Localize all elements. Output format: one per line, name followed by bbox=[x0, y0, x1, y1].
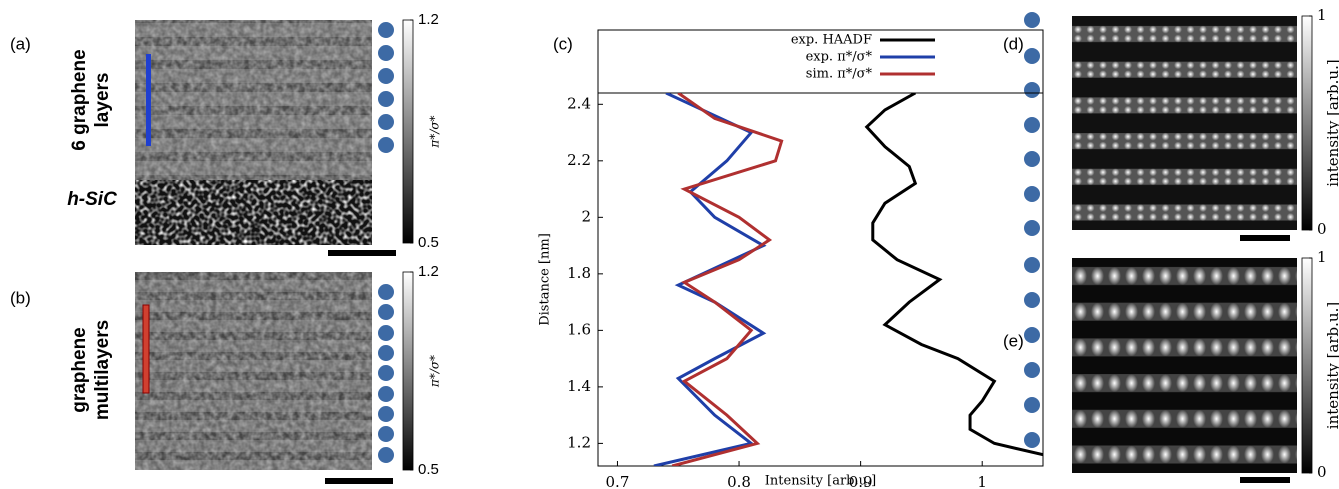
colorbar bbox=[1301, 15, 1313, 231]
colorbar-label: π*/σ* bbox=[428, 115, 442, 148]
marker-bar bbox=[142, 304, 150, 394]
image-a-substrate-noise bbox=[135, 180, 372, 245]
marker-bar bbox=[146, 54, 151, 146]
colorbar bbox=[402, 19, 414, 244]
y-tick-label: 1.6 bbox=[567, 320, 591, 338]
annotation: graphene bbox=[69, 327, 90, 413]
colorbar-tick-label: 0.5 bbox=[418, 461, 439, 478]
layer-dots bbox=[378, 22, 394, 153]
x-tick-label: 0.8 bbox=[727, 473, 751, 489]
colorbar-tick-label: 1.2 bbox=[418, 11, 439, 28]
colorbar bbox=[402, 271, 414, 471]
x-tick-label: 0.7 bbox=[606, 473, 630, 489]
panel-label: (e) bbox=[1003, 331, 1024, 350]
image-b-noise bbox=[135, 272, 372, 470]
x-tick-label: 0.9 bbox=[849, 473, 873, 489]
colorbar-label: π*/σ* bbox=[428, 355, 442, 388]
colorbar-tick-label: 0 bbox=[1317, 220, 1327, 238]
annotation: h-SiC bbox=[67, 189, 117, 210]
panel-label: (b) bbox=[10, 288, 31, 307]
scale-bar bbox=[1240, 477, 1290, 483]
annotation: layers bbox=[92, 73, 113, 128]
colorbar-tick-label: 1 bbox=[1317, 6, 1327, 24]
colorbar bbox=[1301, 257, 1313, 474]
y-tick-label: 2.4 bbox=[567, 94, 591, 112]
y-tick-label: 1.4 bbox=[567, 377, 591, 395]
data-line bbox=[864, 93, 1043, 457]
x-axis-label: Intensity [arb.u.] bbox=[765, 474, 876, 489]
legend-label: exp. HAADF bbox=[791, 33, 872, 48]
scale-bar bbox=[328, 250, 396, 256]
scale-bar bbox=[1240, 235, 1290, 241]
layer-dots bbox=[1024, 12, 1040, 236]
y-tick-label: 2 bbox=[581, 207, 591, 225]
layer-dots bbox=[1024, 257, 1040, 448]
y-tick-label: 2.2 bbox=[567, 151, 591, 169]
panel-labels: (a) (b) (c) (d) (e) bbox=[10, 34, 1024, 350]
colorbar-label: intensity [arb.u.] bbox=[1324, 302, 1339, 429]
image-d bbox=[1072, 16, 1297, 230]
data-line bbox=[671, 93, 784, 466]
panel-label: (c) bbox=[553, 34, 573, 53]
panel-label: (d) bbox=[1003, 34, 1024, 53]
panel-label: (a) bbox=[10, 34, 31, 53]
series-group bbox=[653, 93, 1043, 466]
legend-label: exp. π*/σ* bbox=[806, 50, 873, 65]
annotations: 6 graphene layers h-SiC graphene multila… bbox=[67, 49, 117, 420]
legend-label: sim. π*/σ* bbox=[806, 67, 873, 82]
colorbar-tick-label: 0.5 bbox=[418, 234, 439, 251]
colorbar-label: intensity [arb.u.] bbox=[1324, 59, 1339, 186]
colorbar-tick-label: 0 bbox=[1317, 463, 1327, 481]
y-axis-label: Distance [nm] bbox=[538, 233, 553, 326]
plot-frame bbox=[597, 92, 1044, 467]
annotation: multilayers bbox=[92, 320, 113, 420]
layer-dots bbox=[378, 284, 394, 463]
y-tick-label: 1.2 bbox=[567, 433, 591, 451]
annotation: 6 graphene bbox=[69, 49, 90, 150]
data-line bbox=[653, 93, 767, 466]
image-e bbox=[1072, 258, 1297, 473]
colorbar-tick-label: 1 bbox=[1317, 248, 1327, 266]
scale-bar bbox=[325, 478, 393, 484]
colorbar-tick-label: 1.2 bbox=[418, 263, 439, 280]
x-tick-label: 1 bbox=[977, 473, 987, 489]
y-tick-label: 1.8 bbox=[567, 264, 591, 282]
